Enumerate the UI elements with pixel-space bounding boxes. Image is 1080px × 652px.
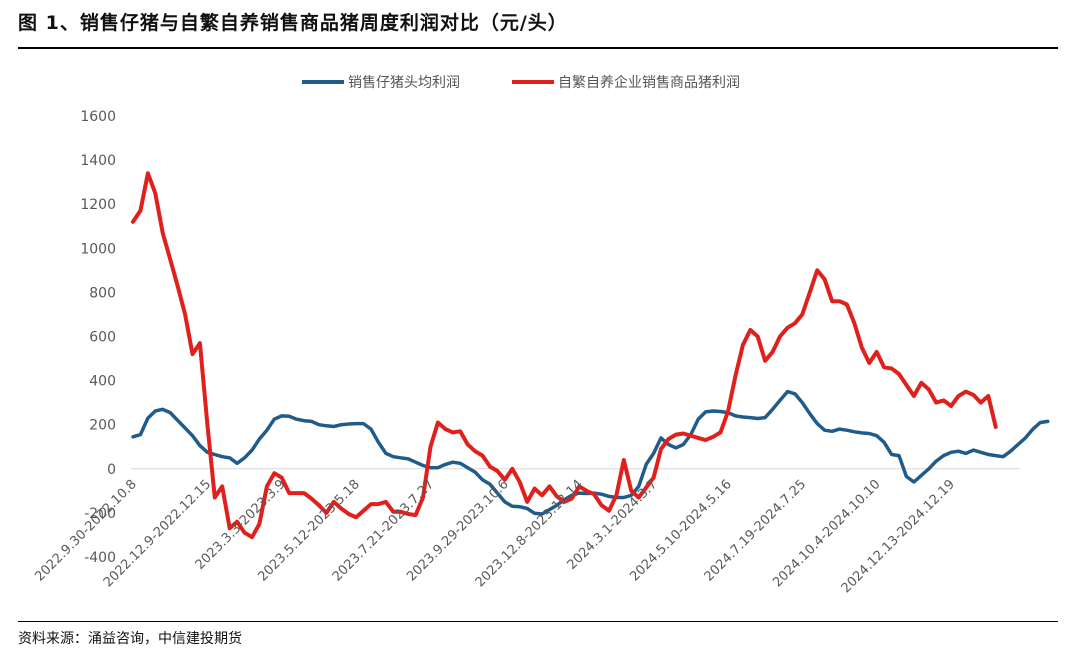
y-tick-label: 200 (89, 418, 116, 434)
x-axis: 2022.9.30-2022.10.82022.12.9-2022.12.152… (32, 477, 958, 596)
series-group (131, 171, 1050, 540)
line-chart: 销售仔猪头均利润 自繁自养企业销售商品猪利润 -400 -200 0 200 400 600… (32, 74, 1050, 596)
y-tick-label: 800 (89, 285, 116, 301)
y-tick-label: 1600 (80, 109, 116, 125)
y-tick-label: -200 (84, 506, 116, 522)
y-axis: -400 -200 0 200 400 600 800 1000 1200 1400 1600 (80, 109, 116, 566)
legend: 销售仔猪头均利润 自繁自养企业销售商品猪利润 (302, 74, 740, 91)
figure-title: 图 1、销售仔猪与自繁自养销售商品猪周度利润对比（元/头） (18, 12, 568, 34)
y-tick-label: 1400 (80, 153, 116, 169)
y-tick-label: 600 (89, 330, 116, 346)
top-rule (18, 47, 1058, 49)
y-tick-label: 1000 (80, 241, 116, 257)
source-note: 资料来源：涌益咨询，中信建投期货 (18, 631, 242, 647)
legend-label-2: 自繁自养企业销售商品猪利润 (558, 74, 740, 91)
y-tick-label: 400 (89, 374, 116, 390)
bottom-rule (18, 621, 1058, 622)
y-tick-label: 1200 (80, 197, 116, 213)
legend-label-1: 销售仔猪头均利润 (348, 75, 460, 91)
y-tick-label: 0 (107, 462, 116, 478)
series-line-2 (131, 171, 998, 540)
y-tick-label: -400 (84, 550, 116, 566)
